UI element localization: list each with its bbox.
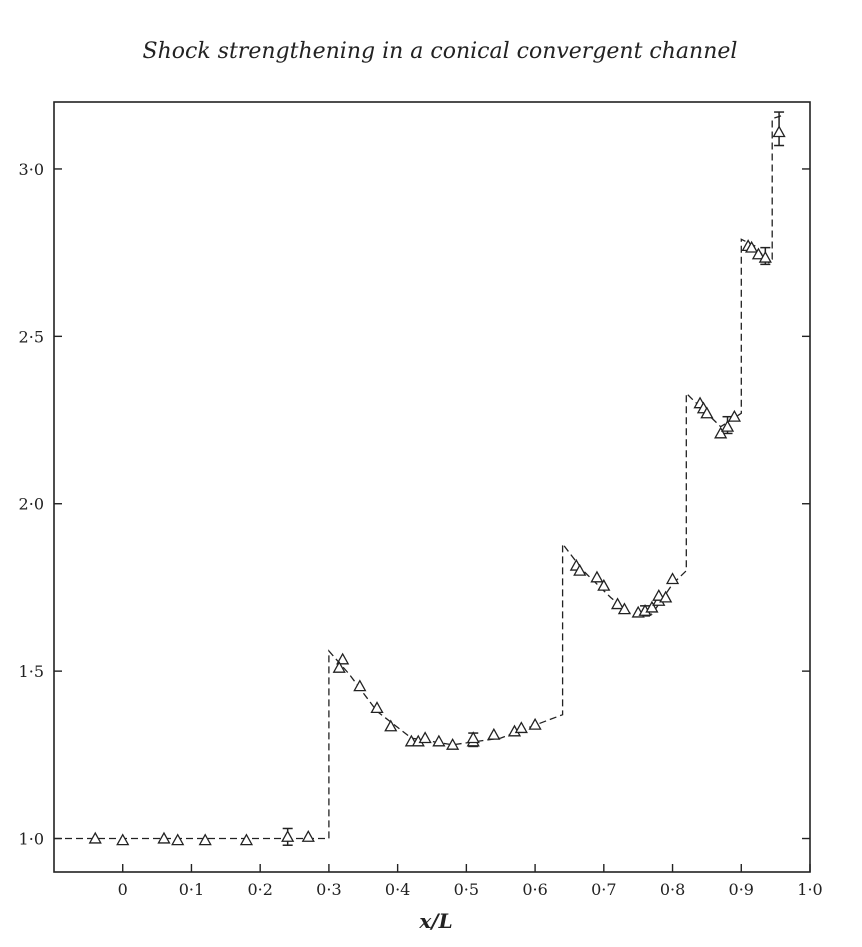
x-tick-label: 0·2 (247, 880, 272, 899)
data-point (171, 833, 185, 846)
data-point (239, 833, 254, 846)
fitted-curve-layer (54, 114, 783, 840)
x-tick-label: 0 (118, 880, 128, 899)
data-point (573, 563, 587, 576)
data-point (772, 125, 786, 138)
axis-ticks: 0 0·1 0·2 0·3 0·4 0·5 0·6 0·7 0·8 0·9 1·0 1·0 1·5 2·0… (19, 160, 823, 899)
data-point (332, 660, 346, 673)
y-tick-label: 1·5 (19, 662, 44, 681)
data-point (758, 250, 772, 263)
data-point (301, 830, 315, 842)
data-point (714, 426, 728, 439)
data-point (528, 717, 542, 730)
data-point (659, 590, 673, 603)
data-point (514, 721, 528, 734)
data-point (700, 406, 714, 419)
y-tick-label: 3·0 (19, 160, 44, 179)
x-tick-label: 0·1 (179, 880, 204, 899)
data-point (720, 419, 735, 432)
data-point (744, 240, 759, 253)
data-point (198, 833, 212, 846)
data-point (418, 731, 432, 744)
x-tick-label: 0·8 (660, 880, 685, 899)
y-tick-label: 2·5 (19, 327, 44, 346)
data-point (281, 830, 295, 842)
error-bar-layer (282, 111, 785, 846)
x-tick-label: 0·4 (385, 880, 410, 899)
plot-frame (53, 101, 811, 873)
data-point (88, 831, 102, 844)
data-point-layer (88, 125, 786, 846)
x-tick-label: 0·7 (591, 880, 616, 899)
data-point (665, 572, 680, 585)
data-point (610, 597, 625, 610)
y-tick-label: 1·0 (19, 830, 44, 849)
data-point (384, 719, 398, 732)
data-point (116, 833, 130, 846)
data-point (617, 602, 632, 615)
data-point (466, 731, 480, 744)
fitted-curve (54, 114, 783, 840)
data-point (432, 734, 446, 747)
data-point (652, 588, 666, 601)
data-point (353, 679, 367, 692)
x-tick-label: 0·5 (454, 880, 479, 899)
chart-title: Shock strengthening in a conical converg… (143, 39, 738, 64)
data-point (727, 409, 742, 422)
data-point (590, 570, 604, 583)
x-tick-label: 0·3 (316, 880, 341, 899)
y-tick-label: 2·0 (19, 495, 44, 514)
x-axis-label: x/L (418, 909, 452, 933)
data-point (370, 701, 384, 714)
data-point (597, 578, 611, 591)
data-point (446, 737, 460, 750)
data-point (157, 831, 171, 844)
x-tick-label: 0·9 (729, 880, 754, 899)
data-point (645, 600, 659, 613)
data-point (751, 247, 766, 260)
x-tick-label: 1·0 (797, 880, 822, 899)
data-point (487, 727, 501, 740)
x-tick-label: 0·6 (522, 880, 547, 899)
data-point (336, 652, 350, 665)
